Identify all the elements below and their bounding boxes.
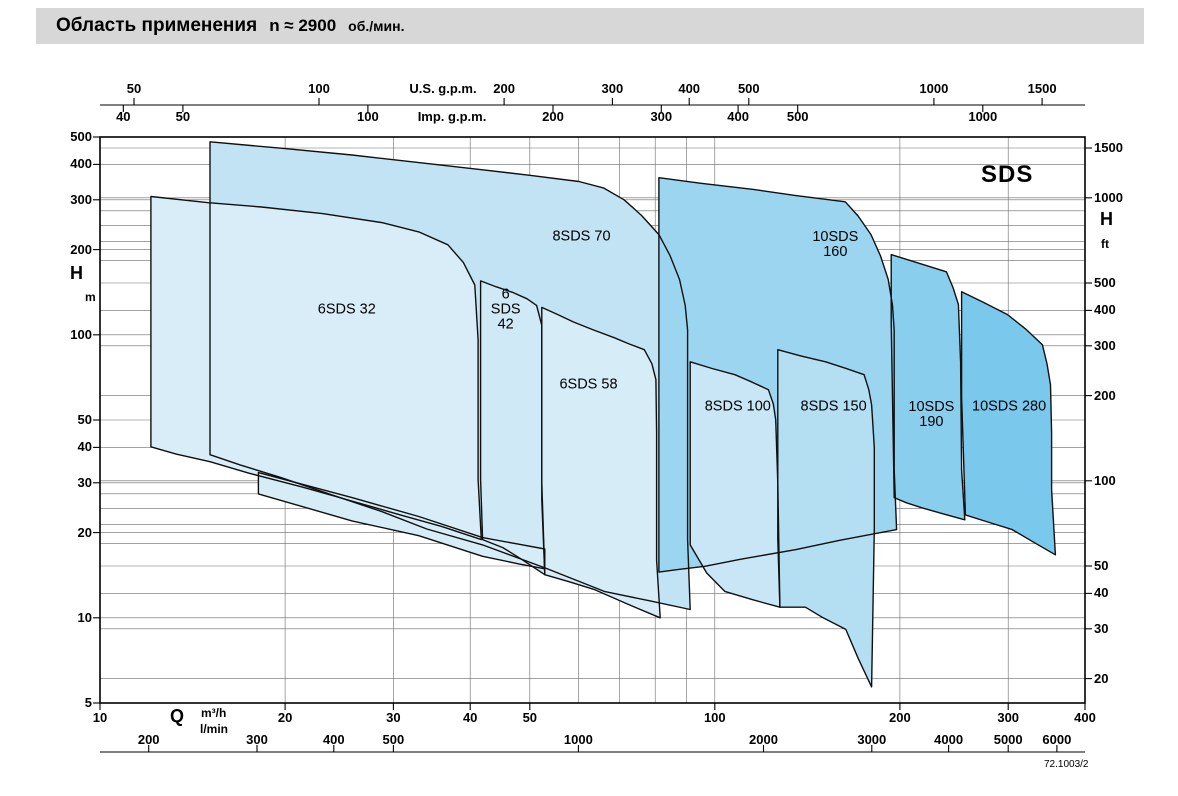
axis-ticks (93, 98, 1092, 753)
flow-axis-title: Q (170, 706, 185, 726)
region-fill-6SDS-42 (480, 280, 545, 575)
flow-axis-unit-m3h: m³/h (201, 706, 227, 720)
page-title: Область применения (56, 15, 258, 36)
region-fill-6SDS-32 (150, 196, 482, 540)
region-fill-10SDS-190 (891, 254, 965, 520)
speed-unit: об./мин. (348, 18, 405, 34)
region-outline-6SDS-32 (150, 195, 482, 541)
region-outline-10SDS-190 (890, 253, 966, 521)
header-bar: Область применения n ≈ 2900 об./мин. (36, 8, 1144, 44)
us-gpm-axis-title: U.S. g.p.m. (409, 81, 477, 96)
region-fill-6SDS-58-1 (258, 472, 545, 569)
imp-gpm-axis-title: Imp. g.p.m. (417, 109, 487, 124)
region-outline-6SDS-58 (541, 306, 661, 619)
head-axis-unit-left: m (85, 290, 96, 304)
series-family-label: SDS (981, 161, 1034, 188)
region-outlines (150, 141, 1057, 688)
region-fill-8SDS-150 (777, 349, 875, 687)
region-outline-6SDS-58-1 (257, 471, 546, 570)
head-axis-unit-right: ft (1101, 237, 1109, 251)
speed-value: n ≈ 2900 (269, 16, 337, 35)
doc-code: 72.1003/2 (1044, 759, 1089, 770)
region-outline-10SDS-160 (658, 177, 898, 573)
region-fill-6SDS-58 (541, 307, 661, 618)
region-fill-8SDS-100 (690, 361, 780, 608)
region-fill-10SDS-280 (961, 291, 1056, 555)
head-axis-title-left: H (70, 263, 83, 283)
flow-axis-unit-lmin: l/min (200, 722, 229, 736)
region-fills (150, 141, 1056, 687)
region-outline-8SDS-150 (777, 349, 875, 688)
region-outline-10SDS-280 (960, 291, 1057, 556)
head-axis-title-right: H (1100, 209, 1113, 229)
